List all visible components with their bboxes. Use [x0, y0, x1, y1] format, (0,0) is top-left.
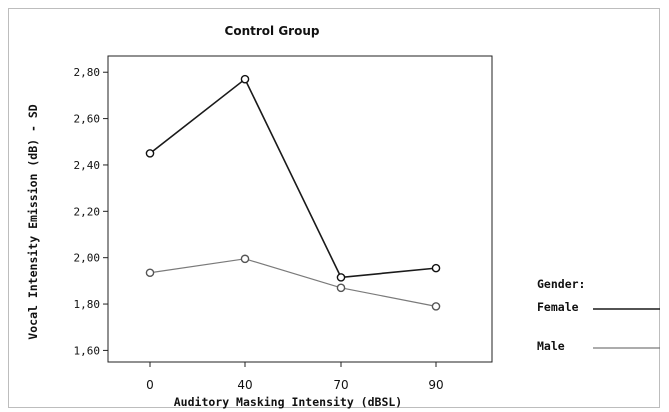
x-axis: 0 40 70 90: [146, 362, 444, 392]
y-axis-label: Vocal Intensity Emission (dB) - SD: [26, 104, 40, 339]
y-tick-label: 2,20: [74, 205, 101, 218]
y-tick-label: 2,40: [74, 159, 101, 172]
female-point: [145, 149, 155, 158]
x-tick-label: 70: [333, 378, 348, 392]
female-point: [336, 273, 346, 282]
x-tick-label: 40: [237, 378, 252, 392]
y-tick-label: 2,80: [74, 66, 101, 79]
plot-area: [107, 55, 493, 363]
y-axis: 1,60 1,80 2,00 2,20 2,40 2,60 2,80: [74, 66, 108, 357]
chart-frame: [8, 8, 660, 408]
female-series-line: [149, 77, 437, 279]
series-layer: [145, 74, 441, 311]
x-axis-label: Auditory Masking Intensity (dBSL): [174, 395, 402, 409]
y-tick-label: 2,00: [74, 252, 101, 265]
male-point: [240, 254, 250, 264]
female-point: [240, 74, 250, 84]
legend-items: Female Male: [537, 300, 660, 353]
female-point: [431, 263, 441, 273]
legend: Gender: Female Male: [537, 277, 660, 353]
y-tick-label: 2,60: [74, 113, 101, 126]
male-series-line: [149, 258, 437, 307]
legend-title: Gender:: [537, 277, 585, 291]
x-tick-label: 0: [146, 378, 154, 392]
male-point: [431, 302, 441, 311]
x-tick-label: 90: [428, 378, 443, 392]
y-tick-label: 1,60: [74, 344, 101, 357]
legend-label: Male: [537, 339, 565, 353]
legend-label: Female: [537, 300, 579, 314]
y-tick-label: 1,80: [74, 298, 101, 311]
male-point: [145, 268, 155, 278]
chart-title: Control Group: [225, 24, 320, 38]
male-point: [336, 283, 346, 293]
